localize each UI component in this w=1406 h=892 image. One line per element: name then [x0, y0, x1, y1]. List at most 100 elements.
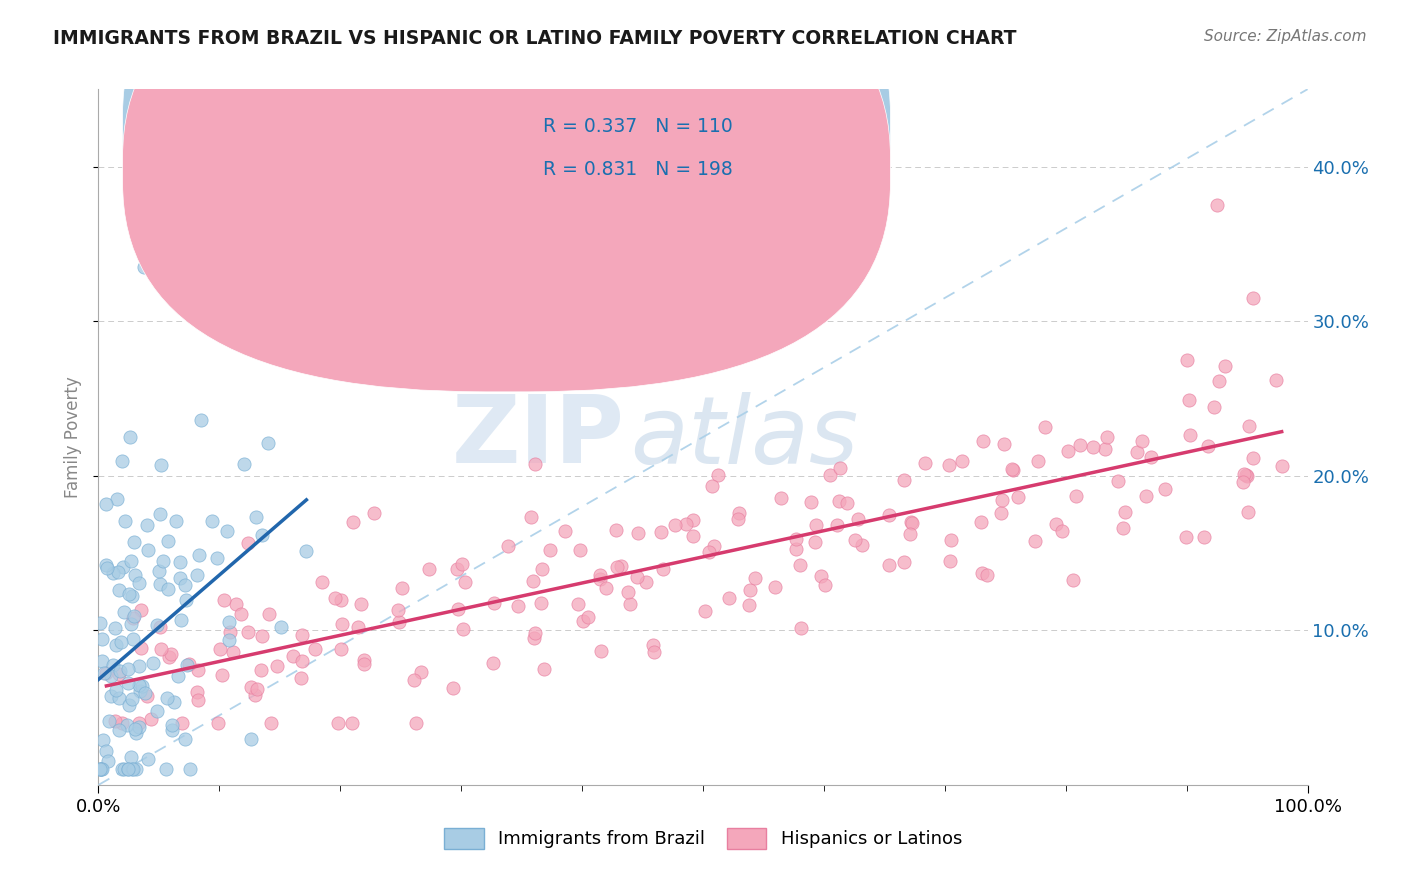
Point: [1026, 454, 1049, 468]
Point: [893, 473, 915, 487]
Point: [939, 533, 962, 548]
Point: [104, 621, 127, 635]
Point: [814, 578, 837, 592]
Point: [993, 437, 1015, 451]
Point: [156, 582, 179, 597]
Point: [208, 642, 231, 657]
Point: [1107, 475, 1129, 489]
Point: [205, 550, 228, 565]
Point: [165, 514, 187, 528]
Point: [402, 673, 425, 687]
Point: [156, 690, 179, 705]
Point: [169, 571, 191, 585]
Point: [682, 529, 704, 543]
Point: [160, 648, 183, 662]
Point: [1045, 517, 1067, 532]
Point: [970, 515, 993, 529]
Point: [804, 518, 827, 533]
Point: [225, 597, 247, 611]
Point: [588, 572, 610, 586]
Point: [851, 539, 873, 553]
Point: [900, 515, 922, 529]
Point: [160, 723, 183, 737]
Point: [939, 554, 962, 568]
Point: [187, 549, 209, 563]
Point: [91, 653, 114, 667]
Point: [118, 698, 141, 712]
Point: [1265, 373, 1288, 387]
Point: [101, 658, 124, 673]
Point: [572, 614, 595, 628]
Point: [789, 558, 811, 573]
Point: [295, 544, 318, 558]
Point: [1062, 573, 1084, 587]
Point: [91, 763, 114, 777]
Point: [330, 641, 353, 656]
Point: [104, 714, 127, 728]
Point: [347, 620, 370, 634]
Point: [643, 645, 665, 659]
Point: [214, 593, 236, 607]
Point: [112, 763, 135, 777]
Point: [157, 533, 180, 548]
Point: [295, 352, 318, 367]
Point: [98, 714, 121, 729]
Point: [121, 691, 143, 706]
Point: [134, 686, 156, 700]
Point: [1175, 530, 1198, 544]
Point: [96, 744, 118, 758]
Point: [818, 468, 841, 483]
Text: IMMIGRANTS FROM BRAZIL VS HISPANIC OR LATINO FAMILY POVERTY CORRELATION CHART: IMMIGRANTS FROM BRAZIL VS HISPANIC OR LA…: [53, 29, 1017, 47]
Point: [174, 732, 197, 747]
Point: [187, 663, 209, 677]
Point: [217, 524, 239, 539]
Point: [121, 610, 143, 624]
Point: [342, 516, 364, 530]
Point: [125, 725, 148, 739]
Point: [117, 763, 139, 777]
Point: [727, 512, 749, 526]
Point: [100, 669, 122, 683]
Point: [738, 583, 761, 598]
Point: [122, 534, 145, 549]
Point: [530, 597, 553, 611]
Point: [508, 599, 530, 614]
Point: [229, 607, 252, 621]
Point: [533, 662, 555, 676]
Point: [304, 642, 326, 657]
Point: [446, 562, 468, 576]
Point: [170, 613, 193, 627]
Point: [219, 624, 242, 639]
Point: [447, 601, 470, 615]
Point: [218, 615, 240, 629]
Point: [1206, 198, 1229, 212]
Point: [576, 610, 599, 624]
Point: [950, 454, 973, 468]
Point: [90, 763, 112, 777]
Point: [152, 554, 174, 568]
Point: [837, 496, 859, 510]
Point: [828, 460, 851, 475]
Point: [1243, 450, 1265, 465]
Point: [626, 570, 648, 584]
Point: [664, 518, 686, 533]
Point: [124, 722, 146, 736]
Point: [89, 615, 111, 630]
Point: [744, 571, 766, 585]
Text: atlas: atlas: [630, 392, 859, 483]
Point: [129, 640, 152, 655]
Point: [1237, 418, 1260, 433]
Point: [105, 491, 128, 506]
Point: [110, 635, 132, 649]
Point: [90, 763, 112, 777]
Point: [117, 717, 139, 731]
Point: [388, 615, 411, 630]
Point: [800, 495, 823, 509]
Point: [785, 541, 807, 556]
Point: [707, 468, 730, 483]
Point: [1178, 392, 1201, 407]
Point: [245, 510, 267, 524]
Point: [328, 716, 350, 731]
Point: [149, 641, 172, 656]
Point: [785, 533, 807, 547]
